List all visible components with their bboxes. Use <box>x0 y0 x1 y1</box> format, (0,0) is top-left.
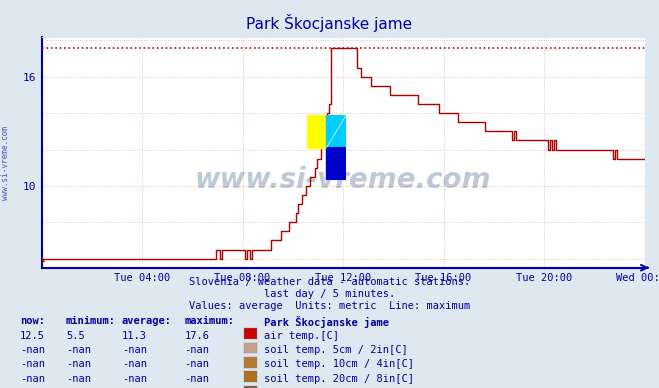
Text: Park Škocjanske jame: Park Škocjanske jame <box>246 14 413 31</box>
Text: -nan: -nan <box>122 359 147 369</box>
Text: 11.3: 11.3 <box>122 331 147 341</box>
Text: -nan: -nan <box>122 374 147 384</box>
Text: www.si-vreme.com: www.si-vreme.com <box>195 166 491 194</box>
Text: -nan: -nan <box>66 374 91 384</box>
Text: average:: average: <box>122 316 172 326</box>
Text: Slovenia / weather data - automatic stations.: Slovenia / weather data - automatic stat… <box>189 277 470 288</box>
Text: air temp.[C]: air temp.[C] <box>264 331 339 341</box>
Text: -nan: -nan <box>66 345 91 355</box>
Text: -nan: -nan <box>20 345 45 355</box>
Text: 5.5: 5.5 <box>66 331 84 341</box>
Text: -nan: -nan <box>185 359 210 369</box>
Text: soil temp. 20cm / 8in[C]: soil temp. 20cm / 8in[C] <box>264 374 414 384</box>
Text: soil temp. 5cm / 2in[C]: soil temp. 5cm / 2in[C] <box>264 345 407 355</box>
Text: -nan: -nan <box>20 374 45 384</box>
Text: -nan: -nan <box>185 345 210 355</box>
Text: www.si-vreme.com: www.si-vreme.com <box>1 126 10 200</box>
Text: -nan: -nan <box>20 359 45 369</box>
Text: Park Škocjanske jame: Park Škocjanske jame <box>264 316 389 328</box>
Text: -nan: -nan <box>122 345 147 355</box>
Text: minimum:: minimum: <box>66 316 116 326</box>
Text: soil temp. 10cm / 4in[C]: soil temp. 10cm / 4in[C] <box>264 359 414 369</box>
Text: last day / 5 minutes.: last day / 5 minutes. <box>264 289 395 299</box>
Text: maximum:: maximum: <box>185 316 235 326</box>
Text: now:: now: <box>20 316 45 326</box>
Text: -nan: -nan <box>66 359 91 369</box>
Text: Values: average  Units: metric  Line: maximum: Values: average Units: metric Line: maxi… <box>189 301 470 311</box>
Text: 17.6: 17.6 <box>185 331 210 341</box>
Text: -nan: -nan <box>185 374 210 384</box>
Text: 12.5: 12.5 <box>20 331 45 341</box>
